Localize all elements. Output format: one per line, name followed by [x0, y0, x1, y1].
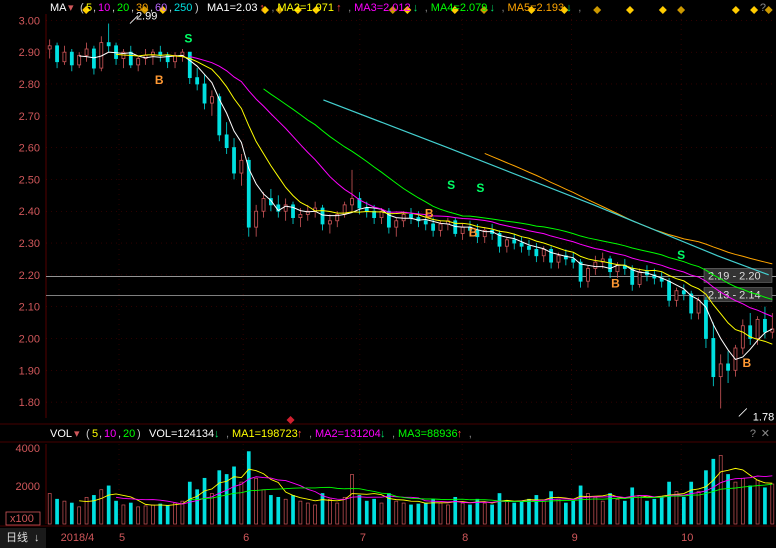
time-tick: 10 [681, 532, 693, 544]
time-tick: 8 [462, 532, 468, 544]
svg-text:10: 10 [104, 428, 116, 440]
svg-text:,: , [112, 2, 115, 14]
svg-text:,: , [226, 428, 229, 440]
ma-value: MA5=2.193 [508, 2, 565, 14]
vol-value: VOL=124134 [149, 428, 214, 440]
svg-text:,: , [99, 428, 102, 440]
svg-text:,: , [425, 2, 428, 14]
sell-marker: S [476, 181, 484, 195]
svg-text:,: , [150, 2, 153, 14]
buy-marker: B [611, 277, 620, 291]
svg-text:↓: ↓ [214, 428, 220, 440]
buy-marker: B [155, 73, 164, 87]
svg-text:2.30: 2.30 [19, 238, 40, 250]
ma-value: MA1=2.03 [207, 2, 257, 14]
ma-label[interactable]: MA [50, 2, 67, 14]
time-tick: 9 [572, 532, 578, 544]
svg-text:,: , [118, 428, 121, 440]
x100-label: x100 [10, 513, 34, 525]
svg-text:↑: ↑ [336, 2, 342, 14]
sell-marker: S [184, 32, 192, 46]
svg-text:▾: ▾ [74, 428, 80, 440]
svg-text:↓: ↓ [413, 2, 419, 14]
help-icon[interactable]: ? [760, 2, 766, 14]
svg-text:,: , [93, 2, 96, 14]
svg-text:1.90: 1.90 [19, 365, 40, 377]
ma-value: MA2=1.971 [277, 2, 334, 14]
svg-text:2.10: 2.10 [19, 302, 40, 314]
svg-text:): ) [195, 2, 199, 14]
vol-value: MA2=131204 [315, 428, 381, 440]
sell-marker: S [677, 248, 685, 262]
svg-text:2.40: 2.40 [19, 206, 40, 218]
svg-text:,: , [502, 2, 505, 14]
svg-text:2000: 2000 [16, 481, 40, 493]
svg-text:4000: 4000 [16, 443, 40, 455]
time-tick: 5 [119, 532, 125, 544]
svg-text:(: ( [80, 2, 84, 14]
svg-text:↓: ↓ [380, 428, 386, 440]
buy-marker: B [742, 356, 751, 370]
close-icon[interactable]: ✕ [761, 428, 770, 440]
svg-text:1.80: 1.80 [19, 397, 40, 409]
svg-text:2.90: 2.90 [19, 47, 40, 59]
svg-text:250: 250 [174, 2, 192, 14]
chart-root: 1.80 1.90 2.00 2.10 2.20 2.30 2.40 2.50 2.60 2.70… [0, 0, 776, 548]
svg-text:↑: ↑ [259, 2, 265, 14]
svg-text:,: , [578, 2, 581, 14]
svg-text:2.80: 2.80 [19, 79, 40, 91]
ma-value: MA3=2.012 [354, 2, 411, 14]
svg-text:2.20: 2.20 [19, 270, 40, 282]
ma-value: MA4=2.079 [431, 2, 488, 14]
svg-text:,: , [169, 2, 172, 14]
time-tick: 2018/4 [61, 532, 95, 544]
buy-marker: B [425, 207, 434, 221]
timeframe-label[interactable]: 日线 [6, 530, 28, 544]
price-marker: 1.78 [753, 411, 774, 423]
svg-text:↑: ↑ [457, 428, 463, 440]
svg-text:,: , [131, 2, 134, 14]
vol-value: MA1=198723 [232, 428, 298, 440]
svg-text:,: , [392, 428, 395, 440]
svg-text:60: 60 [155, 2, 167, 14]
timeframe-arrow-icon[interactable]: ↓ [34, 532, 40, 544]
svg-text:,: , [309, 428, 312, 440]
vol-label[interactable]: VOL [50, 428, 72, 440]
svg-text:20: 20 [117, 2, 129, 14]
svg-text:5: 5 [86, 2, 92, 14]
svg-text:↓: ↓ [566, 2, 572, 14]
svg-text:,: , [469, 428, 472, 440]
time-tick: 6 [243, 532, 249, 544]
buy-marker: B [469, 226, 478, 240]
svg-text:): ) [137, 428, 141, 440]
chart-svg[interactable]: 1.80 1.90 2.00 2.10 2.20 2.30 2.40 2.50 2.60 2.70… [0, 0, 776, 548]
svg-text:2.60: 2.60 [19, 143, 40, 155]
svg-text:,: , [348, 2, 351, 14]
svg-text:,: , [271, 2, 274, 14]
svg-text:↓: ↓ [490, 2, 496, 14]
svg-text:20: 20 [123, 428, 135, 440]
time-tick: 7 [360, 532, 366, 544]
svg-text:2.50: 2.50 [19, 174, 40, 186]
svg-text:3.00: 3.00 [19, 15, 40, 27]
svg-text:(: ( [86, 428, 90, 440]
help-icon[interactable]: ? [750, 428, 756, 440]
svg-text:10: 10 [98, 2, 110, 14]
svg-text:2.00: 2.00 [19, 333, 40, 345]
sell-marker: S [447, 178, 455, 192]
svg-text:↑: ↑ [297, 428, 303, 440]
svg-text:30: 30 [136, 2, 148, 14]
svg-text:5: 5 [92, 428, 98, 440]
svg-text:▾: ▾ [68, 2, 74, 14]
vol-value: MA3=88936 [398, 428, 458, 440]
svg-text:2.70: 2.70 [19, 111, 40, 123]
